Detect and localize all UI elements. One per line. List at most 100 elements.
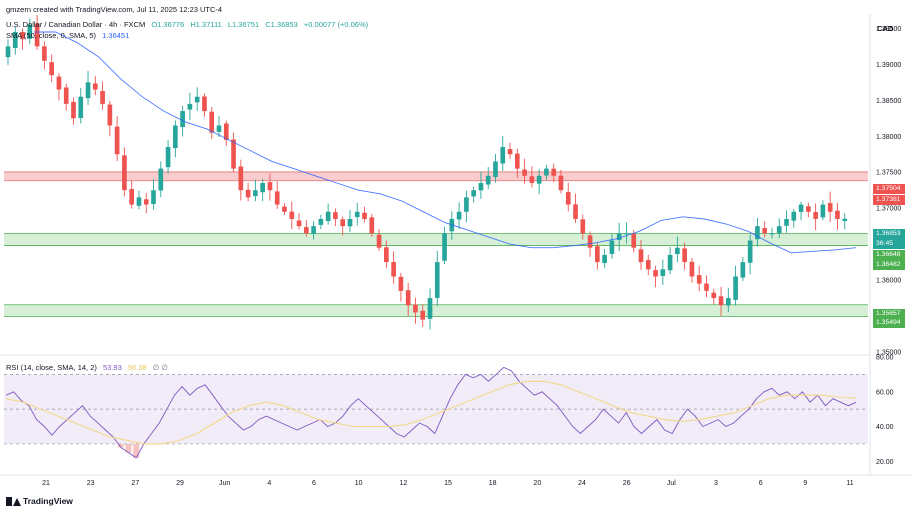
candle-body [820, 204, 826, 218]
tradingview-mark-icon [6, 496, 21, 506]
candle-body [63, 87, 69, 104]
candle-body [384, 247, 389, 263]
candle-body [631, 233, 637, 248]
rsi-oversold-fill [133, 443, 140, 458]
candle-body [5, 46, 11, 58]
candle-body [456, 211, 462, 220]
candle-body [755, 226, 760, 240]
candle-body [187, 103, 193, 110]
candle-body [769, 233, 775, 235]
candle-body [151, 190, 156, 204]
candle-body [624, 233, 629, 235]
candle-body [675, 247, 680, 255]
rsi-ma-value: 56.38 [127, 363, 147, 372]
candle-body [56, 76, 62, 90]
candle-body [296, 220, 302, 227]
candle-body [376, 234, 382, 248]
candle-body [325, 211, 331, 222]
candle-body [762, 228, 768, 234]
candle-body [216, 125, 222, 132]
rsi-tick-label: 20.00 [876, 459, 894, 466]
sma-label: SMA (50, close, 0, SMA, 5) [6, 31, 97, 40]
candle-body [493, 161, 498, 178]
candle-body [784, 218, 789, 226]
candle-body [842, 218, 848, 222]
time-tick-label: 12 [399, 480, 407, 487]
currency-label[interactable]: CAD [877, 24, 894, 33]
candle-body [267, 182, 273, 191]
time-tick-label: Jul [667, 480, 676, 487]
price-tag: 1.37381 [873, 195, 905, 205]
candle-body [274, 191, 280, 205]
candle-body [471, 190, 476, 197]
candle-body [704, 283, 709, 291]
price-tag: 1.36482 [873, 260, 905, 270]
candle-body [514, 153, 520, 169]
rsi-extra: ∅ ∅ [152, 363, 168, 372]
candle-body [740, 262, 746, 278]
candle-body [347, 218, 353, 227]
candle-body [318, 218, 324, 225]
price-tick-label: 1.39500 [876, 26, 901, 33]
time-tick-label: 10 [355, 480, 363, 487]
candle-body [114, 126, 120, 155]
sma-legend[interactable]: SMA (50, close, 0, SMA, 5) 1.36451 [6, 31, 133, 40]
candle-body [420, 310, 426, 320]
candle-body [522, 169, 527, 176]
price-tag: 1.35657 [873, 309, 905, 319]
candle-body [696, 275, 702, 284]
candle-body [165, 147, 171, 168]
candle-body [791, 211, 797, 221]
candle-body [682, 248, 687, 263]
tradingview-logo[interactable]: TradingView [6, 496, 73, 506]
candle-body [122, 155, 127, 191]
ohlc-low: L1.36751 [227, 20, 260, 29]
price-tag: 1.36648 [873, 250, 905, 260]
candle-body [529, 176, 535, 183]
candle-body [602, 254, 607, 264]
rsi-ma-line [5, 380, 857, 445]
rsi-label: RSI (14, close, SMA, 14, 2) [6, 363, 97, 372]
candle-body [485, 175, 491, 185]
time-tick-label: 3 [714, 480, 718, 487]
candle-body [405, 290, 411, 306]
candle-body [733, 276, 738, 300]
candle-body [71, 101, 76, 119]
price-tick-label: 1.36000 [876, 278, 901, 285]
time-tick-label: 20 [533, 480, 541, 487]
price-tag: 36:45 [873, 239, 905, 249]
candle-body [660, 269, 666, 276]
time-tick-label: 29 [176, 480, 184, 487]
candle-body [565, 192, 571, 205]
symbol-name: U.S. Dollar / Canadian Dollar · 4h · FXC… [6, 20, 146, 29]
candle-body [49, 62, 54, 76]
candle-body [173, 125, 178, 149]
ohlc-open: O1.36776 [151, 20, 185, 29]
candle-body [573, 204, 578, 219]
candle-body [209, 111, 215, 133]
candle-body [464, 197, 469, 212]
rsi-line [5, 366, 857, 459]
time-tick-label: 23 [87, 480, 95, 487]
price-tick-label: 1.37500 [876, 170, 901, 177]
candle-body [143, 199, 149, 205]
candle-body [158, 168, 164, 191]
price-tick-label: 1.39000 [876, 62, 901, 69]
candle-body [20, 31, 25, 40]
candle-body [223, 123, 229, 140]
candle-body [260, 183, 265, 193]
attribution-text: gmzern created with TradingView.com, Jul… [6, 5, 223, 14]
price-tick-label: 1.35000 [876, 350, 901, 357]
sma-line [34, 31, 857, 254]
candle-body [245, 189, 251, 198]
candle-body [362, 212, 367, 219]
candle-body [442, 233, 447, 261]
candle-body [558, 175, 564, 191]
candle-body [434, 262, 440, 298]
candle-body [12, 31, 18, 49]
candle-body [638, 249, 644, 263]
rsi-tick-label: 60.00 [876, 389, 894, 396]
rsi-legend[interactable]: RSI (14, close, SMA, 14, 2) 53.93 56.38 … [6, 363, 172, 372]
candle-body [253, 190, 258, 197]
